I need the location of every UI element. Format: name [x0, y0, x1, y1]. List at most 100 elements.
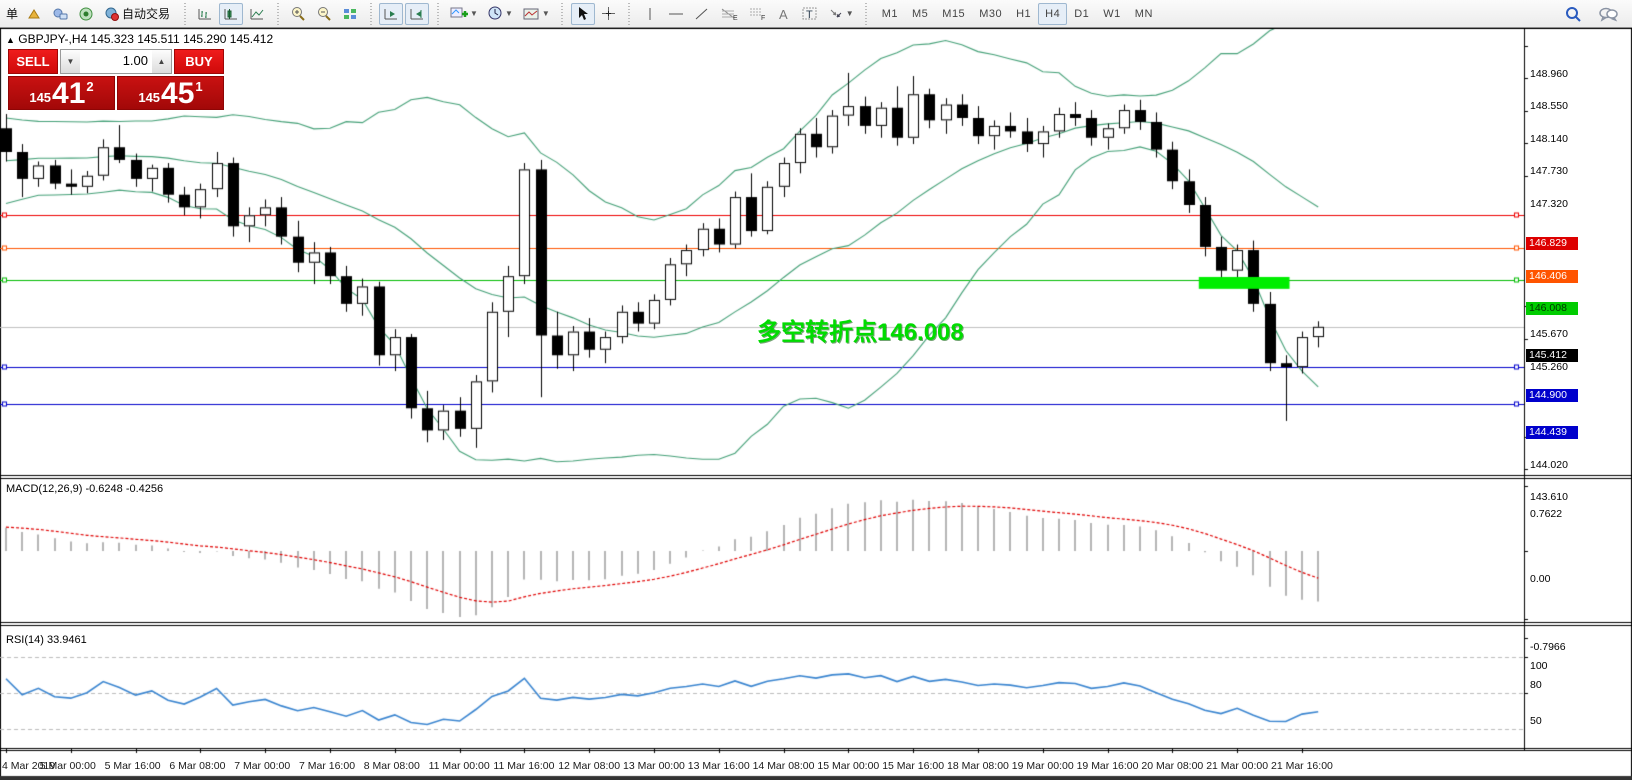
sell-price-main: 41 [52, 77, 86, 110]
timeframe-w1-button[interactable]: W1 [1103, 7, 1121, 20]
chat-icon[interactable] [1594, 3, 1622, 25]
time-axis-label: 20 Mar 08:00 [1141, 760, 1204, 772]
fibo-expansion-icon[interactable]: F [744, 3, 770, 25]
svg-text:F: F [761, 15, 765, 21]
dropdown-arrow-icon: ▼ [845, 9, 854, 18]
toolbar-separator [625, 2, 633, 25]
periods-icon[interactable]: ▼ [484, 3, 517, 25]
time-axis-label: 13 Mar 00:00 [623, 760, 685, 772]
time-axis-label: 21 Mar 16:00 [1271, 760, 1333, 772]
timeframe-mn-button[interactable]: MN [1134, 7, 1153, 20]
volume-value[interactable]: 1.00 [122, 53, 148, 68]
pivot-annotation-text: 多空转折点146.008 [757, 319, 964, 346]
svg-text:E: E [733, 15, 738, 21]
zoom-in-icon[interactable] [286, 3, 310, 25]
dropdown-arrow-icon: ▼ [504, 9, 513, 18]
time-axis-label: 5 Mar 16:00 [104, 760, 161, 772]
timeframe-h4-button[interactable]: H4 [1038, 2, 1068, 25]
autotrade-button[interactable]: 自动交易 [100, 3, 176, 25]
chart-shift-icon[interactable] [405, 2, 430, 25]
time-axis-label: 7 Mar 16:00 [299, 760, 356, 772]
timeframe-d1-button[interactable]: D1 [1074, 7, 1090, 20]
price-line-label: 144.439 [1526, 425, 1578, 439]
buy-price-box[interactable]: 145 45 1 [117, 76, 224, 110]
tile-windows-icon[interactable] [338, 3, 362, 25]
price-tick-label: 147.730 [1530, 165, 1568, 177]
sell-price-box[interactable]: 145 41 2 [8, 76, 115, 110]
price-tick-label: 148.960 [1530, 68, 1568, 80]
price-tick-label: 143.610 [1530, 491, 1568, 503]
rsi-axis-label: 80 [1530, 679, 1542, 691]
time-axis-label: 21 Mar 00:00 [1206, 760, 1269, 772]
volume-stepper: ▼ 1.00 ▲ [60, 49, 172, 74]
one-click-trading-panel: SELL ▼ 1.00 ▲ BUY 145 41 2 145 45 1 [8, 49, 224, 110]
toolbar-separator [367, 2, 375, 25]
macd-axis-label: 0.00 [1530, 573, 1551, 585]
search-icon[interactable] [1561, 3, 1586, 25]
crosshair-icon[interactable] [597, 3, 621, 25]
buy-price-prefix: 145 [138, 90, 161, 105]
toolbar-separator [862, 2, 870, 25]
trendline-icon[interactable] [690, 3, 714, 25]
time-axis-label: 11 Mar 16:00 [493, 760, 555, 772]
time-axis-label: 6 Mar 08:00 [169, 760, 226, 772]
text-icon[interactable]: A [772, 3, 796, 25]
price-line-label: 146.008 [1526, 301, 1578, 315]
timeframe-h1-button[interactable]: H1 [1016, 7, 1032, 20]
macd-axis-label: -0.7966 [1530, 641, 1566, 653]
time-axis-label: 14 Mar 08:00 [752, 760, 815, 772]
price-tick-label: 148.550 [1530, 100, 1568, 112]
chart-window: ▲ GBPJPY-,H4 145.323 145.511 145.290 145… [0, 28, 1632, 780]
gold-icon[interactable] [22, 3, 46, 25]
cursor-icon[interactable] [570, 2, 595, 25]
auto-scroll-icon[interactable] [379, 2, 404, 25]
rsi-axis-label: 100 [1530, 660, 1548, 672]
timeframe-m5-button[interactable]: M5 [912, 7, 929, 20]
horizontal-line-icon[interactable] [664, 3, 688, 25]
time-axis-label: 4 Mar 2019 [2, 760, 56, 772]
templates-icon[interactable]: ▼ [519, 3, 554, 25]
arrows-icon[interactable]: ▼ [824, 3, 858, 25]
price-line-label: 146.829 [1526, 236, 1578, 250]
label-icon[interactable]: T [798, 3, 822, 25]
rsi-indicator-label: RSI(14) 33.9461 [6, 634, 87, 646]
toolbar-separator [558, 2, 566, 25]
timeframe-m15-button[interactable]: M15 [942, 7, 966, 20]
toolbar: 单 自动交易 ▼ ▼ ▼ E F A T ▼ M1 M5 M15 M30 H1 H4 D1 W… [0, 0, 1632, 28]
price-line-label: 145.412 [1526, 348, 1578, 362]
toolbar-separator [181, 2, 189, 25]
fibo-icon[interactable]: E [716, 3, 742, 25]
line-chart-icon[interactable] [245, 3, 269, 25]
new-order-label[interactable]: 单 [6, 7, 19, 21]
rsi-axis-label: 50 [1530, 715, 1542, 727]
sell-button[interactable]: SELL [8, 49, 58, 74]
main-chart-canvas[interactable] [0, 28, 1632, 780]
macd-axis-label: 0.7622 [1530, 508, 1563, 520]
time-axis-label: 19 Mar 00:00 [1011, 760, 1074, 772]
buy-button[interactable]: BUY [174, 49, 224, 74]
indicators-icon[interactable]: ▼ [446, 3, 482, 25]
volume-increase-button[interactable]: ▲ [152, 50, 171, 73]
price-tick-label: 145.260 [1530, 361, 1568, 373]
dropdown-arrow-icon: ▼ [470, 9, 478, 18]
vertical-line-icon[interactable] [638, 3, 662, 25]
autotrade-icon [105, 7, 120, 21]
dropdown-arrow-icon: ▼ [541, 9, 550, 18]
buy-price-pip: 1 [195, 79, 203, 94]
sell-price-prefix: 145 [29, 90, 52, 105]
time-axis-label: 12 Mar 08:00 [558, 760, 621, 772]
timeframe-m30-button[interactable]: M30 [979, 7, 1003, 20]
timeframe-bar: M1 M5 M15 M30 H1 H4 D1 W1 MN [875, 2, 1160, 25]
community-icon[interactable] [48, 3, 72, 25]
timeframe-m1-button[interactable]: M1 [881, 7, 898, 20]
candlestick-icon[interactable] [219, 2, 244, 25]
signals-icon[interactable] [74, 3, 98, 25]
autotrade-label: 自动交易 [122, 7, 171, 21]
collapse-triangle-icon[interactable]: ▲ [6, 35, 15, 45]
svg-text:A: A [779, 7, 788, 21]
bar-chart-icon[interactable] [193, 3, 217, 25]
price-tick-label: 147.320 [1530, 198, 1568, 210]
volume-decrease-button[interactable]: ▼ [61, 50, 80, 73]
time-axis-label: 11 Mar 00:00 [428, 760, 490, 772]
zoom-out-icon[interactable] [312, 3, 336, 25]
